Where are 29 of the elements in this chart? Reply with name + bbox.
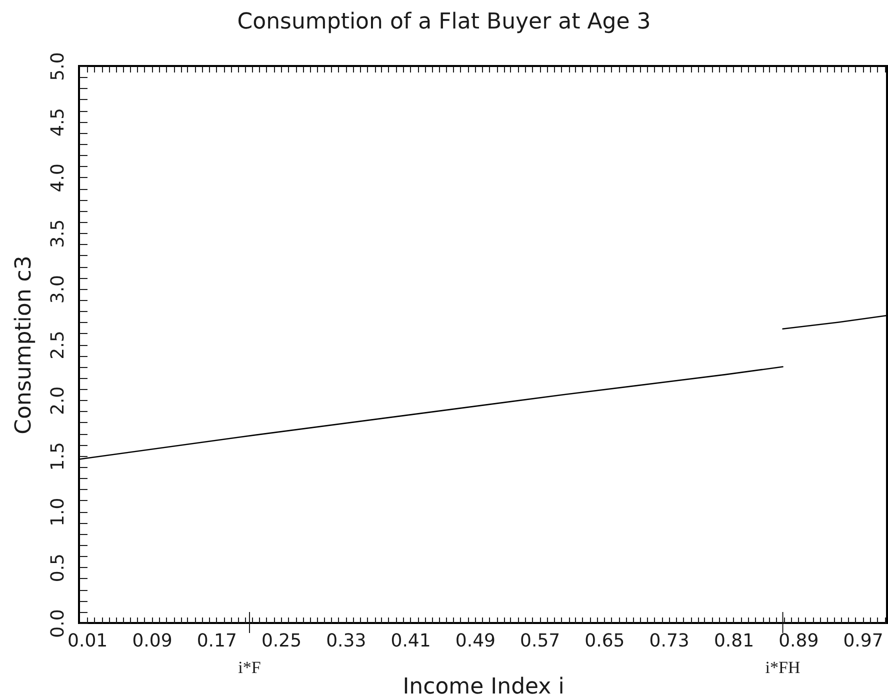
x-tick-label: 0.81 [714, 630, 754, 652]
x-tick-label: 0.49 [455, 630, 496, 652]
x-tick-label: 0.09 [132, 630, 172, 652]
y-tick-label: 0.5 [48, 553, 68, 582]
y-tick-label: 3.5 [48, 219, 68, 248]
y-tick-label: 0.0 [48, 609, 68, 638]
x-tick-label: 0.41 [390, 630, 431, 652]
x-tick-label: 0.33 [326, 630, 366, 652]
x-tick-label: 0.65 [584, 630, 625, 652]
ref-line-label: i*F [238, 658, 261, 677]
y-tick-label: 2.0 [48, 386, 68, 416]
y-tick-label: 5.0 [48, 52, 68, 81]
y-tick-label: 4.5 [48, 108, 68, 137]
x-axis-title: Income Index i [402, 674, 564, 697]
x-tick-label: 0.57 [520, 630, 560, 652]
chart-title: Consumption of a Flat Buyer at Age 3 [237, 10, 651, 35]
x-tick-label: 0.97 [843, 630, 884, 652]
x-tick-label: 0.01 [68, 630, 108, 652]
y-tick-label: 1.5 [48, 442, 68, 471]
y-tick-label: 3.0 [48, 274, 68, 304]
x-tick-label: 0.73 [649, 630, 690, 652]
x-tick-label: 0.17 [196, 630, 237, 652]
y-tick-label: 1.0 [48, 498, 68, 526]
y-tick-label: 4.0 [48, 164, 68, 192]
x-tick-label: 0.89 [778, 630, 819, 652]
x-tick-label: 0.25 [261, 630, 302, 652]
y-tick-label: 2.5 [48, 330, 68, 360]
y-axis-title: Consumption c3 [12, 256, 36, 434]
ref-line-label: i*FH [765, 658, 800, 677]
